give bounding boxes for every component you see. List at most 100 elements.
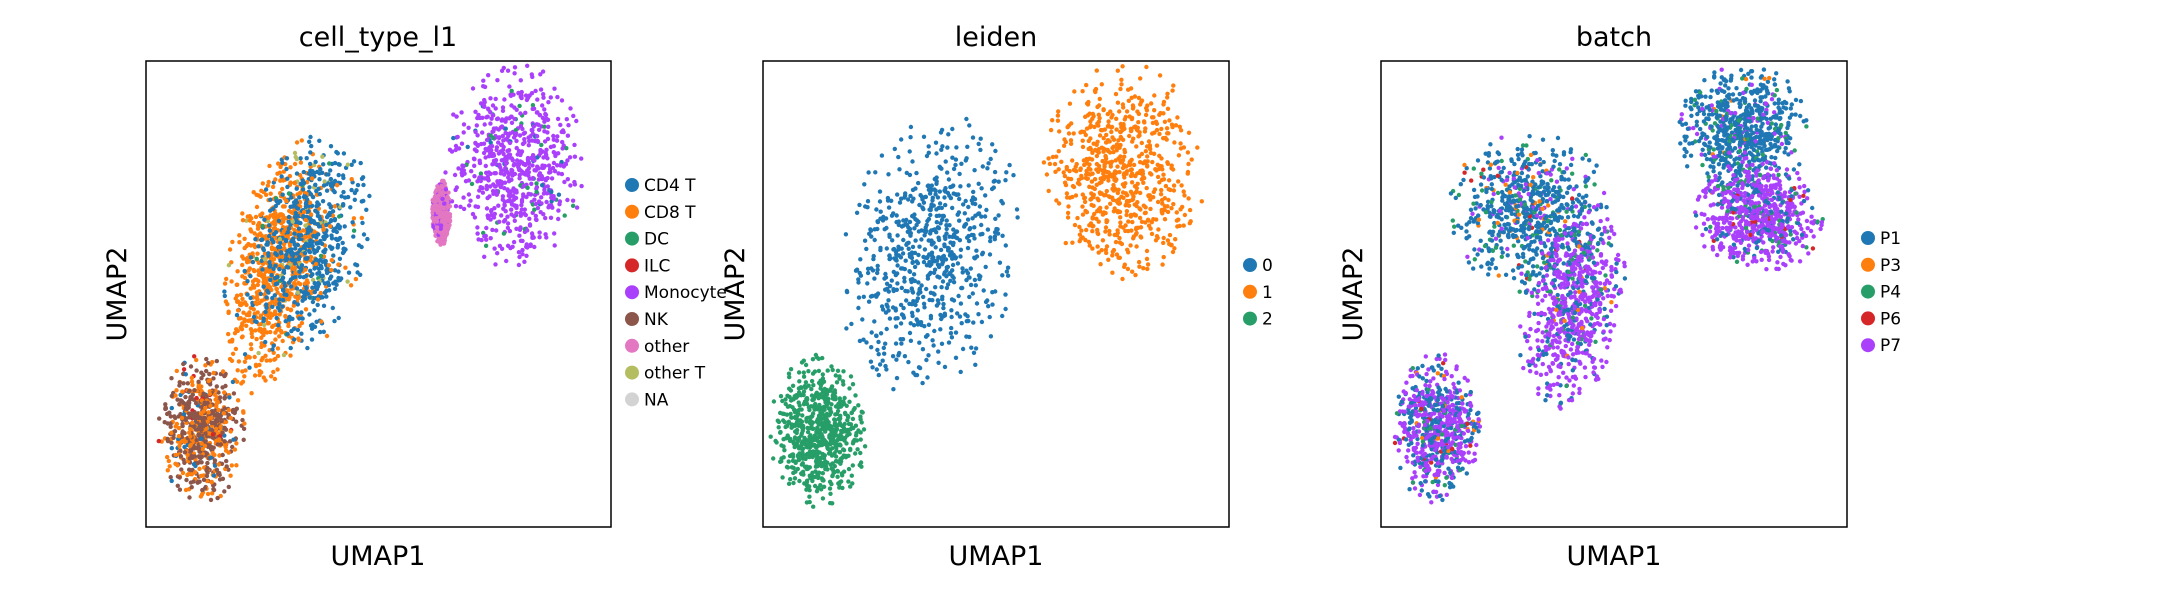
scatter-point [552, 243, 557, 248]
scatter-point [181, 367, 187, 372]
scatter-point [208, 455, 214, 460]
scatter-point [277, 297, 282, 302]
scatter-point [322, 250, 327, 255]
scatter-point [298, 156, 303, 161]
scatter-point [216, 437, 222, 442]
scatter-point [295, 206, 301, 211]
scatter-point [1155, 174, 1161, 180]
scatter-point [218, 425, 223, 430]
scatter-point [169, 446, 174, 451]
scatter-point [173, 424, 178, 429]
scatter-point [512, 71, 517, 76]
scatter-point [163, 406, 169, 411]
scatter-point [847, 399, 852, 404]
scatter-point [1103, 210, 1108, 216]
scatter-point [266, 215, 271, 220]
scatter-point [1149, 101, 1154, 106]
scatter-point [1104, 132, 1109, 138]
scatter-point [304, 285, 309, 291]
scatter-point [1149, 172, 1154, 177]
scatter-point [321, 227, 326, 232]
scatter-point [1166, 187, 1172, 192]
scatter-point [359, 176, 365, 181]
scatter-point [241, 409, 246, 414]
scatter-point [1131, 136, 1136, 141]
scatter-point [220, 476, 226, 481]
scatter-point [324, 214, 330, 220]
scatter-point [309, 176, 315, 181]
scatter-point [434, 219, 440, 224]
scatter-point [280, 338, 285, 344]
scatter-point [1107, 139, 1112, 144]
scatter-point [177, 487, 183, 492]
scatter-point [205, 400, 210, 406]
scatter-point [937, 189, 942, 194]
scatter-point [249, 346, 254, 352]
scatter-point [495, 78, 500, 83]
scatter-point [520, 247, 525, 253]
scatter-point [461, 130, 466, 135]
scatter-point [196, 415, 201, 421]
scatter-point [916, 229, 922, 234]
scatter-point [434, 188, 439, 193]
scatter-point [1159, 197, 1165, 203]
scatter-point [932, 328, 937, 334]
scatter-point [323, 258, 328, 264]
scatter-point [1172, 246, 1177, 251]
scatter-point [1067, 168, 1072, 174]
scatter-point [973, 346, 979, 351]
scatter-point [525, 63, 530, 68]
scatter-point [1136, 259, 1142, 265]
scatter-point [1124, 109, 1130, 114]
scatter-point [248, 286, 253, 291]
scatter-point [273, 263, 278, 268]
scatter-point [895, 281, 900, 286]
scatter-point [260, 223, 265, 229]
scatter-point [273, 282, 278, 287]
scatter-point [1147, 143, 1153, 148]
scatter-point [922, 305, 927, 310]
scatter-point [865, 199, 871, 204]
scatter-point [557, 202, 562, 207]
scatter-point [1140, 171, 1145, 177]
scatter-point [1117, 240, 1123, 245]
scatter-point [869, 345, 874, 350]
scatter-point [1047, 161, 1053, 167]
scatter-point [934, 175, 939, 180]
scatter-point [222, 281, 228, 286]
scatter-point [356, 243, 362, 248]
scatter-point [213, 426, 219, 432]
scatter-point [473, 129, 478, 135]
scatter-point [322, 209, 328, 214]
scatter-point [521, 192, 526, 197]
scatter-point [972, 225, 977, 230]
scatter-point [974, 248, 979, 253]
scatter-point [220, 452, 225, 458]
scatter-point [1152, 130, 1157, 135]
scatter-point [910, 213, 915, 219]
scatter-point [1087, 184, 1092, 189]
scatter-point [1137, 215, 1143, 221]
scatter-point [499, 118, 504, 123]
scatter-point [1131, 104, 1136, 110]
scatter-point [299, 310, 304, 315]
scatter-point [926, 187, 932, 192]
scatter-point [1063, 139, 1069, 145]
scatter-point [899, 224, 905, 229]
scatter-point [951, 280, 957, 285]
scatter-point [289, 195, 294, 200]
scatter-point [212, 463, 218, 468]
scatter-point [530, 234, 535, 239]
scatter-point [1137, 264, 1142, 269]
scatter-point [505, 221, 511, 226]
scatter-point [887, 316, 893, 321]
scatter-point [908, 338, 914, 343]
scatter-point [1071, 167, 1077, 173]
scatter-point [1072, 89, 1077, 94]
scatter-point [942, 195, 947, 200]
scatter-point [322, 290, 328, 295]
scatter-point [277, 334, 282, 339]
scatter-point [270, 304, 275, 309]
scatter-point [923, 194, 928, 200]
scatter-point [877, 189, 883, 194]
